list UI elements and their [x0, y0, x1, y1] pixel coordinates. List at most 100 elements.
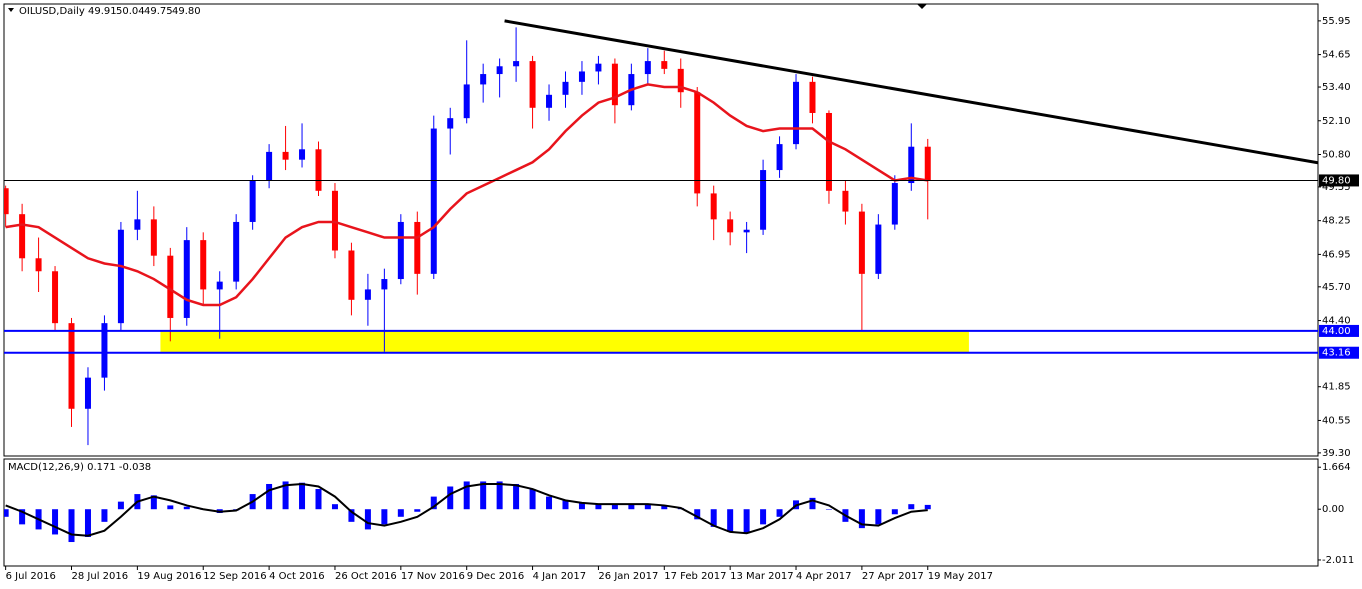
macd-bar — [381, 509, 388, 525]
macd-bar — [480, 481, 487, 510]
macd-bar — [858, 509, 865, 529]
candle-body — [825, 112, 832, 191]
quote-high: 50.04 — [116, 6, 145, 17]
candle-body — [644, 61, 651, 75]
quote-open: 49.91 — [88, 6, 117, 17]
x-tick-label: 28 Jul 2016 — [72, 571, 129, 582]
candle-body — [364, 289, 371, 300]
shift-marker — [917, 4, 927, 9]
candle-body — [513, 61, 520, 67]
candle-body — [661, 61, 668, 69]
macd-bar — [397, 509, 404, 517]
menu-arrow — [8, 8, 14, 12]
x-tick-label: 26 Jan 2017 — [598, 571, 658, 582]
macd-bar — [496, 481, 503, 510]
candle-body — [233, 221, 240, 282]
candle-body — [710, 193, 717, 220]
candle-body — [150, 219, 157, 256]
macd-title: MACD(12,26,9) 0.171 -0.038 — [8, 462, 151, 473]
macd-bar — [611, 504, 618, 510]
macd-bar — [364, 509, 371, 530]
candle-body — [677, 68, 684, 93]
candle-body — [19, 214, 26, 259]
macd-bar — [546, 496, 553, 510]
candle-body — [875, 224, 882, 274]
y-tick-label: 45.70 — [1322, 282, 1351, 293]
candle-body — [496, 66, 503, 75]
macd-bar — [52, 509, 59, 535]
level-label: 49.80 — [1322, 175, 1351, 186]
macd-bar — [414, 509, 421, 512]
candle-body — [447, 118, 454, 129]
candle-body — [793, 81, 800, 145]
y-tick-label: 48.25 — [1322, 216, 1351, 227]
candle-body — [331, 190, 338, 251]
candle-body — [134, 219, 141, 230]
x-tick-label: 12 Sep 2016 — [203, 571, 266, 582]
candle-body — [578, 71, 585, 82]
candle-body — [727, 219, 734, 233]
macd-bar — [315, 489, 322, 510]
candle-body — [101, 323, 108, 378]
macd-bar — [743, 509, 750, 534]
trendline — [504, 19, 1318, 165]
macd-bar — [595, 504, 602, 510]
candle-body — [282, 151, 289, 160]
y-tick-label: 44.40 — [1322, 316, 1351, 327]
axes: 55.95 54.65 53.40 52.10 50.80 49.55 48.25 46.95… — [5, 16, 1359, 582]
candle-body — [776, 144, 783, 171]
x-tick-label: 4 Jan 2017 — [533, 571, 587, 582]
candle-body — [463, 84, 470, 119]
macd-bar — [760, 509, 767, 525]
candle-body — [35, 258, 42, 272]
y-tick-label: 49.55 — [1322, 182, 1351, 193]
macd-plot — [4, 481, 931, 543]
candle-body — [266, 151, 273, 181]
candle-body — [414, 221, 421, 274]
y-tick-label: 46.95 — [1322, 249, 1351, 260]
macd-bar — [266, 483, 273, 510]
macd-bar — [661, 505, 668, 510]
macd-bar — [628, 504, 635, 510]
macd-bar — [101, 509, 108, 522]
candle-body — [84, 377, 91, 409]
candle-body — [611, 63, 618, 106]
x-tick-label: 17 Nov 2016 — [401, 571, 465, 582]
x-tick-label: 27 Apr 2017 — [862, 571, 924, 582]
macd-bar — [809, 497, 816, 510]
candle-body — [760, 170, 767, 230]
macd-bar — [776, 509, 783, 517]
level-badge — [1319, 174, 1359, 187]
macd-bar — [84, 509, 91, 537]
candle-body — [924, 146, 931, 181]
candle-body — [480, 74, 487, 85]
x-tick-label: 4 Oct 2016 — [269, 571, 324, 582]
macd-bar — [513, 483, 520, 510]
y-tick-label: 41.85 — [1322, 382, 1351, 393]
y-tick-label: 50.80 — [1322, 149, 1351, 160]
macd-bar — [348, 509, 355, 522]
y-tick-label: 54.65 — [1322, 50, 1351, 61]
candle-body — [381, 279, 388, 290]
y-tick-label: 55.95 — [1322, 16, 1351, 27]
macd-bar — [694, 509, 701, 520]
x-tick-label: 26 Oct 2016 — [335, 571, 397, 582]
macd-bar — [825, 509, 832, 510]
candle-body — [858, 211, 865, 274]
macd-bar — [908, 504, 915, 510]
candle-body — [842, 190, 849, 212]
candle-body — [183, 240, 190, 318]
moving-average — [5, 83, 928, 307]
x-tick-label: 19 Aug 2016 — [137, 571, 201, 582]
macd-bar — [117, 501, 124, 510]
x-tick-label: 9 Dec 2016 — [467, 571, 525, 582]
main-panel — [3, 3, 1319, 457]
x-tick-label: 4 Apr 2017 — [796, 571, 851, 582]
macd-bar — [875, 509, 882, 525]
x-tick-label: 13 Mar 2017 — [730, 571, 793, 582]
macd-bar — [562, 500, 569, 510]
macd-bar — [727, 509, 734, 532]
candle-body — [249, 180, 256, 222]
macd-bar — [578, 502, 585, 510]
